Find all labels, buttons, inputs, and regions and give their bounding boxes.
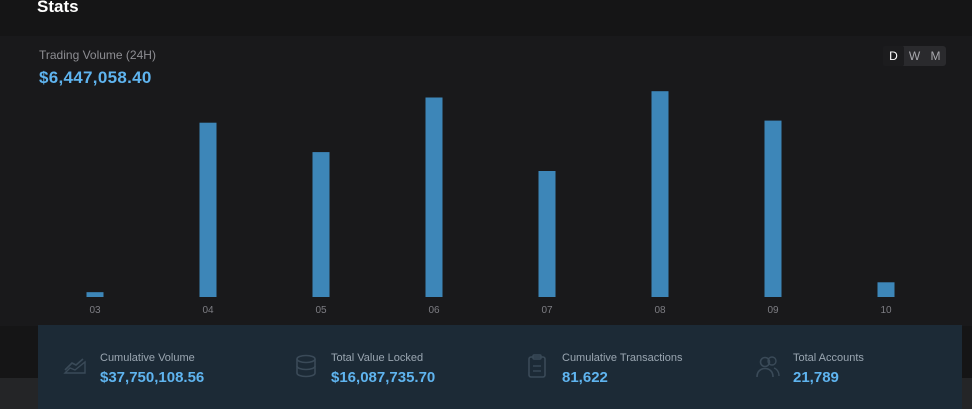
stat-value: $16,087,735.70: [331, 369, 436, 386]
x-tick-label: 06: [428, 305, 440, 316]
users-icon: [756, 356, 780, 378]
clipboard-icon: [528, 354, 546, 378]
x-tick-label: 05: [315, 305, 327, 316]
stat-label: Cumulative Volume: [100, 352, 195, 364]
trading-volume-value: $6,447,058.40: [39, 68, 152, 87]
stat-value: 81,622: [562, 369, 608, 386]
stats-panel: [0, 36, 972, 326]
x-tick-label: 03: [89, 305, 101, 316]
x-tick-label: 08: [654, 305, 666, 316]
stat-label: Total Value Locked: [331, 352, 424, 364]
bar-06[interactable]: [425, 97, 443, 298]
stat-value: $37,750,108.56: [100, 369, 205, 386]
x-tick-label: 10: [880, 305, 892, 316]
period-week-button[interactable]: W: [908, 49, 921, 63]
database-icon: [296, 354, 316, 378]
bar-07[interactable]: [538, 171, 556, 297]
x-tick-label: 04: [202, 305, 214, 316]
x-tick-label: 07: [541, 305, 553, 316]
stat-cumulative-volume: Cumulative Volume $37,750,108.56: [62, 325, 282, 409]
bar-03[interactable]: [86, 292, 104, 297]
stat-total-value-locked: Total Value Locked $16,087,735.70: [293, 325, 513, 409]
stat-label: Cumulative Transactions: [562, 352, 683, 364]
bar-08[interactable]: [651, 91, 669, 297]
bar-05[interactable]: [312, 152, 330, 297]
trading-volume-label: Trading Volume (24H): [39, 48, 156, 62]
x-tick-label: 09: [767, 305, 779, 316]
bar-09[interactable]: [764, 120, 782, 297]
bar-04[interactable]: [199, 122, 217, 297]
stat-cumulative-transactions: Cumulative Transactions 81,622: [524, 325, 744, 409]
bar-10[interactable]: [877, 282, 895, 297]
summary-stats-bar: Cumulative Volume $37,750,108.56 Total V…: [38, 325, 962, 409]
stat-total-accounts: Total Accounts 21,789: [755, 325, 972, 409]
period-toggle: D W M: [883, 46, 946, 66]
stat-value: 21,789: [793, 369, 839, 386]
volume-icon: [63, 358, 86, 374]
stat-label: Total Accounts: [793, 352, 864, 364]
period-month-button[interactable]: M: [930, 49, 941, 63]
period-day-button[interactable]: D: [883, 46, 904, 66]
page-title: Stats: [37, 0, 79, 16]
